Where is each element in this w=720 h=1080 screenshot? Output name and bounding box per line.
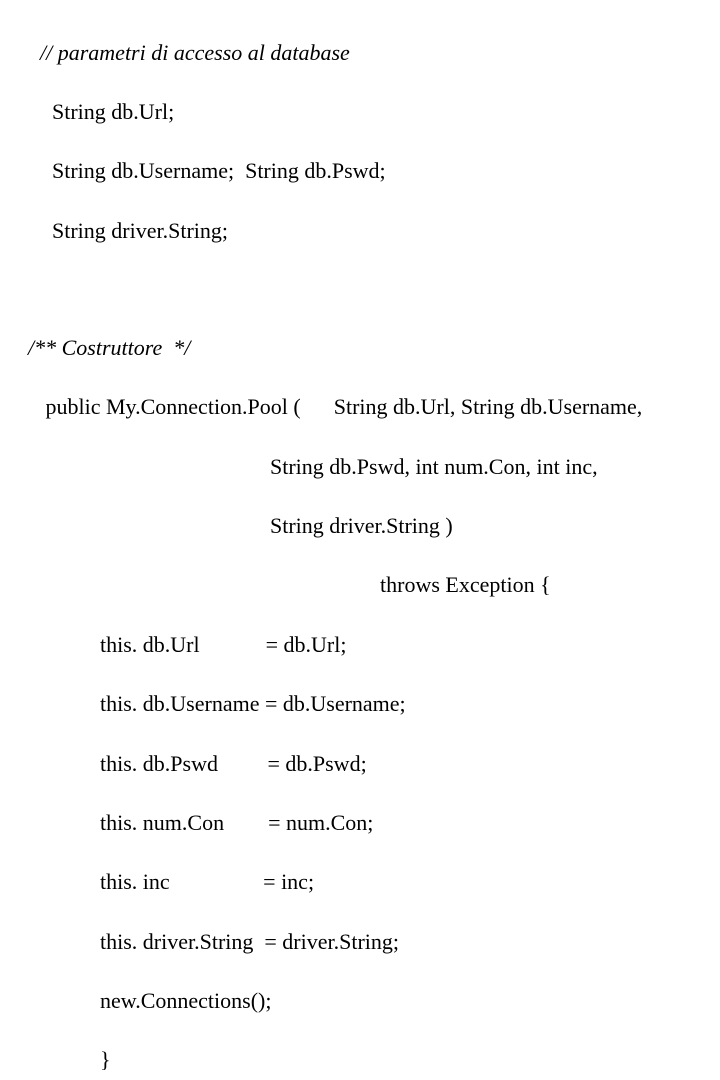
code-line: this. db.Username = db.Username; bbox=[28, 689, 692, 719]
code-line: this. inc = inc; bbox=[28, 867, 692, 897]
comment-line: /** Costruttore */ bbox=[28, 333, 692, 363]
code-line: this. db.Url = db.Url; bbox=[28, 630, 692, 660]
code-line: String driver.String ) bbox=[28, 511, 692, 541]
comment-line: // parametri di accesso al database bbox=[28, 38, 692, 68]
code-line: this. driver.String = driver.String; bbox=[28, 927, 692, 957]
code-line: String driver.String; bbox=[28, 216, 692, 246]
code-line: String db.Username; String db.Pswd; bbox=[28, 156, 692, 186]
code-line: } bbox=[28, 1045, 692, 1075]
code-line: this. db.Pswd = db.Pswd; bbox=[28, 749, 692, 779]
blank-line bbox=[28, 275, 692, 303]
code-line: String db.Url; bbox=[28, 97, 692, 127]
code-line: String db.Pswd, int num.Con, int inc, bbox=[28, 452, 692, 482]
code-line: public My.Connection.Pool ( String db.Ur… bbox=[28, 392, 692, 422]
code-line: throws Exception { bbox=[28, 570, 692, 600]
code-line: this. num.Con = num.Con; bbox=[28, 808, 692, 838]
code-line: new.Connections(); bbox=[28, 986, 692, 1016]
